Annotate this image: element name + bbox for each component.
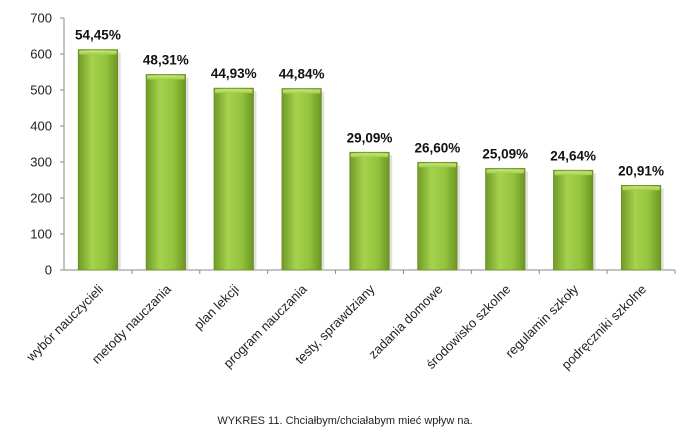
y-tick-label: 200 [30,191,52,206]
data-label: 44,93% [211,66,257,81]
bars [77,49,664,271]
bar [553,169,594,271]
bar [281,88,322,271]
x-tick-label: regulamin szkoły [502,281,581,360]
bar-highlight [282,89,321,94]
bar-highlight [554,171,592,176]
data-label: 26,60% [414,140,460,155]
y-tick-label: 600 [30,47,52,62]
y-tick-label: 300 [30,155,52,170]
bar-highlight [147,75,185,80]
data-label: 44,84% [279,67,325,82]
data-label: 54,45% [75,28,121,43]
bar-highlight [418,163,457,168]
data-label: 29,09% [347,130,393,145]
data-label: 25,09% [482,146,528,161]
bar [145,74,186,271]
bar-highlight [622,186,660,191]
y-tick-label: 700 [30,11,52,26]
bar [213,87,254,271]
bar [417,161,458,271]
y-tick-label: 400 [30,119,52,134]
x-tick-label: plan lekcji [191,281,242,332]
bar [620,184,662,271]
chart-caption: WYKRES 11. Chciałbym/chciałabym mieć wpł… [217,415,473,427]
data-label: 24,64% [550,148,596,163]
bar [485,168,526,271]
bar-highlight [486,169,524,174]
bar [77,49,119,271]
y-tick-label: 0 [45,263,52,278]
bar-highlight [215,89,253,94]
bar [349,151,390,271]
data-labels: 54,45% 48,31% 44,93% 44,84% 29,09% 26,60% 25,0… [75,28,664,179]
y-tick-label: 500 [30,83,52,98]
data-label: 48,31% [143,53,189,68]
data-label: 20,91% [618,163,664,178]
bar-highlight [350,153,389,158]
bar-highlight [79,50,117,55]
y-tick-label: 100 [30,227,52,242]
